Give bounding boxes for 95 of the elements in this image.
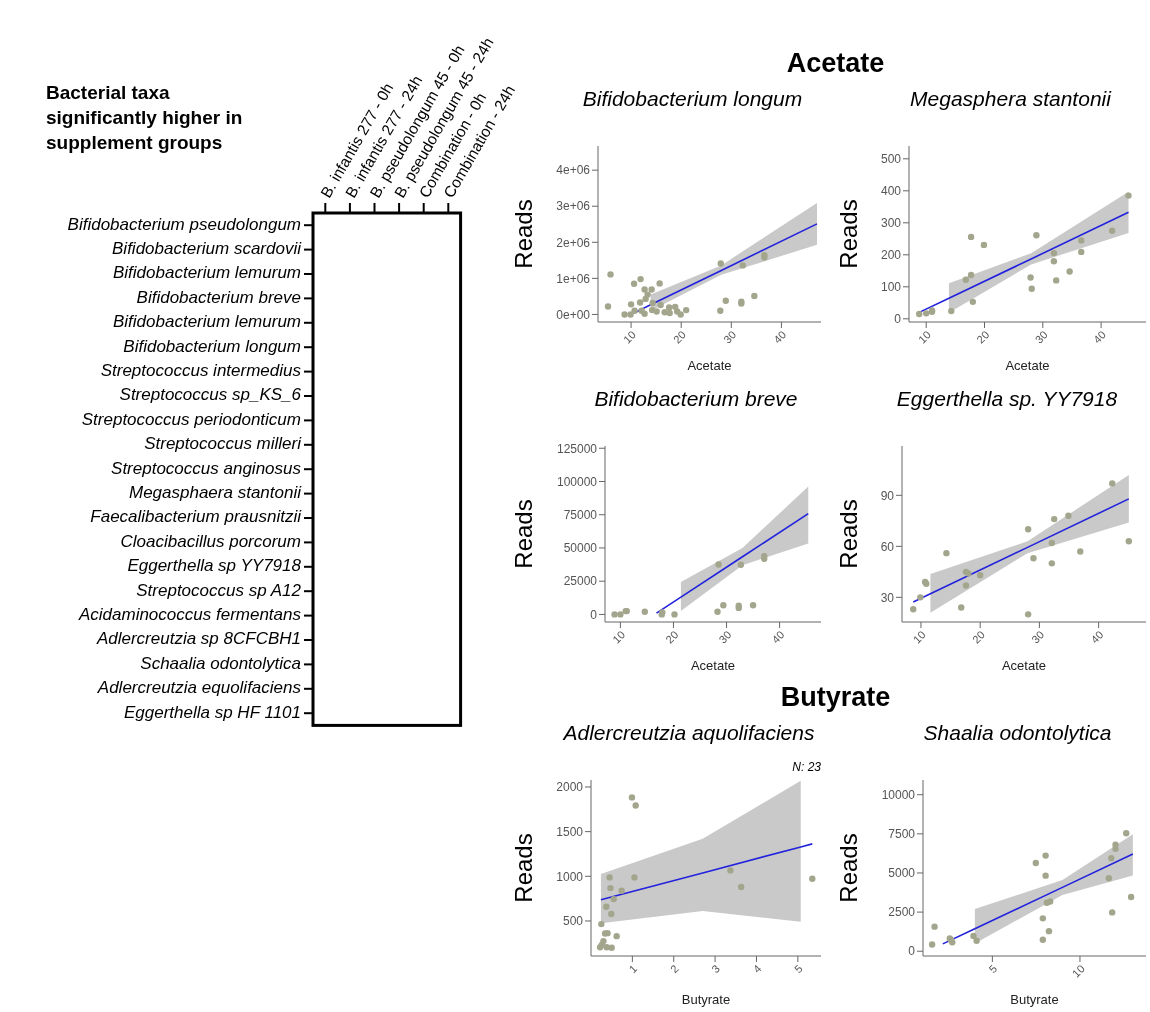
x-tick-label: 10 (915, 328, 934, 346)
x-axis-title: Butyrate (681, 992, 731, 1007)
category-label: Streptococcus milleri (144, 434, 301, 454)
y-axis-title: Reads (509, 833, 537, 903)
x-tick-label: 20 (663, 628, 681, 646)
y-tick-label: 300 (880, 216, 902, 231)
category-label: Schaalia odontolytica (140, 653, 301, 673)
x-axis-title: Acetate (1005, 358, 1050, 373)
category-label: Streptococcus sp_KS_6 (119, 385, 301, 405)
category-label: Bifidobacterium pseudolongum (67, 214, 301, 234)
category-label: Cloacibacillus porcorum (120, 531, 301, 551)
y-tick-label: 100 (880, 280, 902, 295)
chart-title: Megasphera stantonii (909, 86, 1113, 112)
y-tick-label: 500 (880, 152, 902, 167)
category-label: Eggerthella sp YY7918 (127, 556, 301, 576)
x-tick-label: 3 (709, 962, 723, 976)
category-label: Streptococcus periodonticum (81, 409, 301, 429)
category-label: Eggerthella sp HF 1101 (123, 702, 301, 722)
x-tick-label: 10 (910, 628, 928, 646)
x-tick-label: 40 (771, 328, 789, 346)
x-tick-label: 20 (670, 328, 689, 346)
x-tick-label: 10 (610, 628, 628, 646)
y-tick-label: 60 (880, 539, 895, 554)
y-axis-title: Reads (509, 499, 537, 569)
y-tick-label: 50000 (563, 541, 598, 556)
y-tick-label: 3e+06 (556, 199, 591, 214)
text: Bacterial taxa significantly higher in supplement groups (46, 81, 244, 155)
x-tick-label: 5 (791, 962, 805, 976)
chart-title: Adlercreutzia aquolifaciens (563, 721, 815, 744)
x-axis-title: Acetate (1001, 658, 1047, 673)
y-tick-label: 0 (894, 312, 902, 327)
chart-subtitle: Butyrate (779, 682, 892, 713)
y-tick-label: 7500 (888, 827, 916, 842)
category-label: Bifidobacterium lemurum (112, 263, 301, 283)
x-axis-title: Butyrate (1010, 992, 1059, 1007)
x-tick-label: 40 (1090, 328, 1109, 346)
y-tick-label: 30 (880, 590, 895, 605)
y-tick-label: 25000 (563, 574, 598, 589)
y-tick-label: 2e+06 (556, 235, 591, 250)
y-axis-title: Reads (834, 833, 862, 903)
x-tick-label: 40 (1088, 628, 1106, 646)
category-label: Bifidobacterium scardovii (112, 239, 301, 259)
y-tick-label: 4e+06 (556, 163, 591, 178)
y-tick-label: 0 (908, 944, 916, 959)
x-tick-label: 30 (1032, 328, 1050, 346)
y-tick-label: 400 (880, 184, 902, 199)
category-label: Adlercreutzia equolifaciens (97, 678, 301, 698)
text: N: 23 (792, 760, 821, 774)
category-label: Bifidobacterium longum (123, 336, 301, 356)
x-tick-label: 10 (1069, 962, 1087, 980)
y-tick-label: 75000 (563, 507, 598, 522)
y-tick-label: 90 (880, 488, 895, 503)
chart-title: Bifidobacterium longum (582, 87, 803, 110)
x-tick-label: 1 (626, 962, 640, 976)
x-tick-label: 4 (750, 962, 764, 976)
x-tick-label: 30 (1029, 628, 1047, 646)
y-axis-title: Reads (834, 499, 862, 569)
y-tick-label: 2000 (556, 780, 584, 795)
y-tick-label: 125000 (556, 441, 598, 456)
x-axis-title: Acetate (687, 358, 732, 373)
y-axis-title: Reads (834, 199, 862, 269)
x-tick-label: 40 (769, 628, 787, 646)
category-label: Adlercreutzia sp 8CFCBH1 (96, 629, 301, 649)
category-label: Streptococcus sp A12 (136, 580, 301, 600)
x-tick-label: 30 (721, 328, 739, 346)
category-label: Megasphaera stantonii (128, 483, 301, 503)
x-tick-label: 30 (716, 628, 734, 646)
chart-title: Eggerthella sp. YY7918 (895, 386, 1119, 412)
category-label: Streptococcus anginosus (111, 458, 301, 478)
y-tick-label: 0e+00 (556, 307, 591, 322)
category-label: Acidaminococcus fermentans (78, 605, 301, 625)
x-tick-label: 20 (969, 628, 988, 646)
y-tick-label: 5000 (888, 866, 916, 881)
chart-title: Bifidobacterium breve (593, 386, 799, 412)
category-label: Faecalibacterium prausnitzii (90, 507, 301, 527)
x-axis-title: Acetate (690, 658, 736, 673)
chart-title: Shaalia odontolytica (922, 720, 1113, 746)
chart-subtitle: Acetate (785, 48, 886, 79)
y-axis-title: Reads (509, 199, 537, 269)
y-tick-label: 500 (562, 914, 584, 929)
category-label: Streptococcus intermedius (100, 361, 301, 381)
x-tick-label: 20 (974, 328, 992, 346)
y-tick-label: 1500 (556, 824, 584, 839)
y-tick-label: 2500 (888, 905, 916, 920)
y-tick-label: 10000 (881, 787, 916, 802)
y-tick-label: 200 (880, 248, 902, 263)
y-tick-label: 100000 (556, 474, 598, 489)
y-tick-label: 1000 (556, 869, 584, 884)
y-tick-label: 1e+06 (556, 271, 591, 286)
x-tick-label: 2 (667, 962, 681, 976)
x-tick-label: 10 (620, 328, 639, 346)
y-tick-label: 0 (590, 607, 598, 622)
x-tick-label: 5 (986, 962, 1000, 976)
category-label: Bifidobacterium breve (136, 287, 301, 307)
category-label: Bifidobacterium lemurum (112, 312, 301, 332)
